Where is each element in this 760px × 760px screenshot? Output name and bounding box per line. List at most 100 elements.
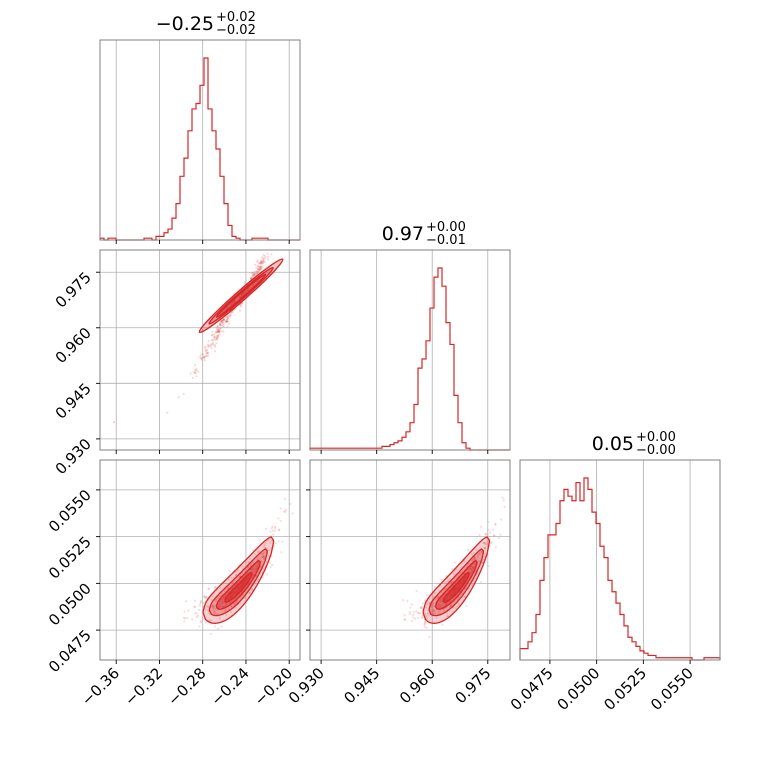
scatter-point-1-0 (231, 301, 235, 304)
scatter-point-1-0 (218, 329, 221, 333)
scatter-point-2-0 (289, 502, 292, 505)
scatter-point-2-0 (284, 510, 287, 513)
scatter-point-1-0 (224, 316, 227, 319)
scatter-point-1-0 (204, 345, 207, 348)
scatter-point-2-1 (406, 599, 409, 603)
scatter-point-2-0 (210, 599, 213, 602)
scatter-point-2-1 (473, 566, 476, 569)
scatter-point-1-0 (255, 260, 258, 263)
scatter-point-2-0 (251, 575, 254, 579)
contour-2-0-3 (224, 571, 253, 603)
panel-frame-2-0 (99, 459, 301, 661)
scatter-point-1-0 (215, 334, 218, 338)
scatter-point-1-0 (217, 335, 220, 338)
scatter-point-2-1 (448, 600, 451, 604)
scatter-point-2-1 (437, 611, 440, 614)
scatter-point-2-1 (438, 604, 442, 607)
scatter-point-2-0 (262, 556, 265, 559)
scatter-point-2-1 (471, 566, 474, 569)
scatter-point-2-1 (497, 537, 500, 540)
scatter-point-1-0 (255, 272, 258, 275)
scatter-point-2-0 (269, 541, 272, 544)
scatter-point-2-0 (261, 556, 264, 559)
scatter-point-1-0 (216, 324, 219, 327)
scatter-point-2-1 (451, 567, 454, 571)
scatter-point-2-1 (481, 561, 484, 565)
scatter-point-2-1 (437, 603, 440, 607)
scatter-point-2-1 (435, 616, 438, 619)
scatter-point-1-0 (203, 356, 206, 359)
scatter-point-1-0 (257, 268, 260, 271)
scatter-point-1-0 (216, 334, 220, 337)
scatter-point-2-0 (228, 570, 231, 573)
scatter-point-1-0 (213, 337, 216, 340)
scatter-point-2-0 (266, 539, 270, 542)
scatter-point-2-1 (490, 540, 493, 543)
scatter-point-1-0 (209, 345, 212, 348)
y-tick-label-2-0: 0.0475 (45, 626, 95, 676)
scatter-point-2-0 (277, 517, 280, 520)
scatter-point-1-0 (264, 257, 267, 260)
scatter-point-1-0 (221, 324, 224, 328)
scatter-point-2-1 (483, 552, 487, 555)
scatter-point-2-1 (483, 546, 487, 550)
scatter-point-1-0 (243, 291, 246, 295)
scatter-point-2-1 (493, 534, 496, 537)
scatter-point-1-0 (193, 371, 196, 374)
scatter-point-2-1 (478, 553, 481, 556)
scatter-point-2-0 (253, 570, 257, 573)
scatter-point-2-0 (217, 627, 220, 630)
scatter-point-1-0 (259, 260, 262, 263)
scatter-point-2-0 (190, 618, 194, 621)
scatter-point-2-0 (205, 596, 208, 599)
scatter-point-1-0 (217, 329, 220, 332)
scatter-point-1-0 (218, 323, 222, 326)
y-tick-label-1-3: 0.975 (52, 268, 95, 311)
scatter-point-2-1 (412, 610, 415, 614)
scatter-point-2-0 (278, 528, 281, 532)
scatter-point-1-0 (214, 338, 217, 341)
scatter-point-1-0 (217, 331, 220, 334)
scatter-point-1-0 (260, 267, 263, 270)
scatter-point-2-1 (408, 611, 411, 614)
scatter-point-2-1 (501, 496, 504, 499)
scatter-point-2-0 (258, 557, 262, 560)
scatter-point-2-1 (494, 522, 497, 525)
scatter-point-1-0 (214, 330, 217, 333)
scatter-point-1-0 (260, 262, 263, 265)
scatter-point-2-1 (443, 593, 446, 596)
panel-title-minus-0: −0.02 (216, 23, 256, 38)
scatter-point-2-1 (426, 612, 430, 615)
scatter-point-1-0 (241, 293, 244, 296)
scatter-point-2-1 (425, 602, 429, 606)
panel-title-1: 0.97 +0.00−0.01 (382, 220, 466, 248)
scatter-point-1-0 (216, 325, 220, 328)
scatter-point-2-1 (455, 568, 458, 571)
scatter-point-2-0 (219, 587, 222, 590)
scatter-point-1-0 (251, 274, 254, 278)
scatter-point-1-0 (194, 371, 197, 374)
scatter-point-2-0 (204, 621, 208, 624)
scatter-point-2-1 (480, 550, 483, 553)
scatter-point-2-1 (433, 610, 436, 613)
scatter-point-2-0 (255, 567, 258, 570)
scatter-point-1-0 (221, 319, 224, 322)
scatter-point-2-1 (417, 611, 420, 614)
scatter-point-2-0 (224, 604, 227, 607)
scatter-point-1-0 (220, 330, 223, 333)
scatter-point-2-0 (186, 616, 189, 620)
scatter-point-2-1 (470, 584, 474, 587)
scatter-point-2-0 (250, 568, 253, 571)
scatter-point-2-1 (473, 556, 476, 559)
scatter-point-1-0 (195, 367, 198, 370)
scatter-point-2-1 (502, 499, 505, 502)
scatter-point-2-1 (423, 622, 426, 625)
scatter-point-1-0 (231, 310, 234, 313)
scatter-point-2-0 (271, 529, 274, 532)
scatter-point-2-0 (239, 575, 242, 578)
scatter-point-2-1 (410, 603, 413, 606)
scatter-point-2-1 (420, 605, 423, 608)
scatter-point-1-0 (261, 262, 264, 265)
x-tick-label-1-3: 0.975 (452, 664, 495, 707)
scatter-point-1-0 (270, 253, 273, 256)
